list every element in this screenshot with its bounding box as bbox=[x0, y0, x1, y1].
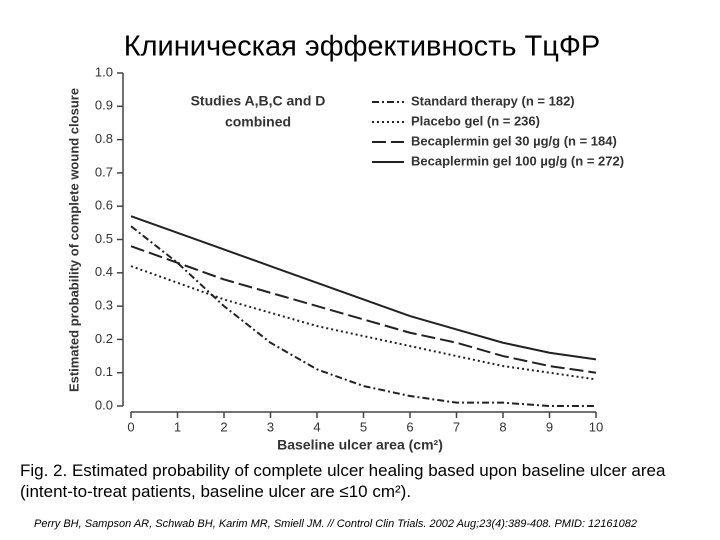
series-line bbox=[130, 225, 596, 407]
y-axis-label: Estimated probability of complete wound … bbox=[66, 88, 81, 392]
legend-label: Standard therapy (n = 182) bbox=[411, 93, 575, 108]
annotation: combined bbox=[225, 114, 291, 130]
x-tick-label: 9 bbox=[546, 419, 553, 434]
y-tick-label: 1.0 bbox=[95, 64, 113, 79]
x-tick-label: 8 bbox=[499, 419, 506, 434]
y-tick-label: 0.9 bbox=[95, 98, 113, 113]
y-tick-label: 0.7 bbox=[95, 164, 113, 179]
x-tick-label: 10 bbox=[589, 419, 603, 434]
y-tick-label: 0.5 bbox=[95, 231, 113, 246]
y-tick-label: 0.1 bbox=[95, 364, 113, 379]
y-tick-label: 0.6 bbox=[95, 198, 113, 213]
series-line bbox=[130, 215, 597, 361]
x-tick-label: 6 bbox=[406, 419, 413, 434]
x-axis-label: Baseline ulcer area (cm²) bbox=[277, 437, 443, 453]
x-tick-label: 2 bbox=[220, 419, 227, 434]
x-tick-label: 4 bbox=[313, 419, 320, 434]
series-line bbox=[130, 245, 597, 374]
y-tick-label: 0.3 bbox=[95, 298, 113, 313]
chart: Клиническая эффективность ТцФР Estimated… bbox=[66, 31, 624, 453]
x-tick-label: 0 bbox=[127, 419, 134, 434]
x-tick-label: 7 bbox=[453, 419, 460, 434]
annotation: Studies A,B,C and D bbox=[191, 93, 326, 109]
legend-label: Becaplermin gel 100 µg/g (n = 272) bbox=[411, 153, 624, 168]
x-tick-label: 1 bbox=[174, 419, 181, 434]
x-tick-label: 5 bbox=[360, 419, 367, 434]
legend-label: Becaplermin gel 30 µg/g (n = 184) bbox=[411, 133, 617, 148]
series-line bbox=[130, 265, 597, 381]
y-tick-label: 0.2 bbox=[95, 331, 113, 346]
caption: Fig. 2. Estimated probability of complet… bbox=[20, 461, 666, 501]
x-tick-label: 3 bbox=[267, 419, 274, 434]
y-tick-label: 0.4 bbox=[95, 264, 113, 279]
legend-label: Placebo gel (n = 236) bbox=[411, 113, 540, 128]
citation: Perry BH, Sampson AR, Schwab BH, Karim M… bbox=[34, 518, 637, 530]
y-tick-label: 0.8 bbox=[95, 131, 113, 146]
slide-title: Клиническая эффективность ТцФР bbox=[124, 31, 601, 63]
y-tick-label: 0.0 bbox=[95, 397, 113, 412]
